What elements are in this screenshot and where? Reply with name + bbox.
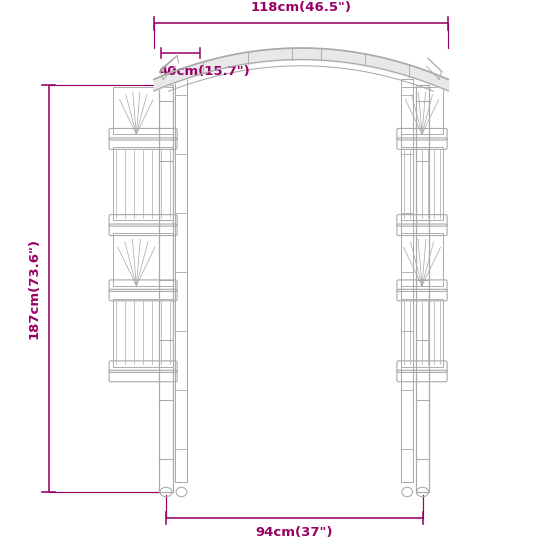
Bar [401, 299, 443, 367]
Bar [401, 87, 443, 134]
Bar [159, 85, 173, 492]
Text: 187cm(73.6"): 187cm(73.6") [28, 238, 40, 339]
Bar [113, 147, 173, 220]
Bar [176, 79, 187, 482]
Bar [401, 79, 413, 482]
Text: 118cm(46.5"): 118cm(46.5") [251, 1, 352, 14]
Text: 40cm(15.7"): 40cm(15.7") [158, 65, 250, 78]
Bar [401, 233, 443, 286]
Bar [416, 85, 429, 492]
Bar [401, 147, 443, 220]
Bar [113, 299, 173, 367]
Bar [113, 87, 173, 134]
Bar [113, 233, 173, 286]
Text: 94cm(37"): 94cm(37") [255, 526, 333, 539]
